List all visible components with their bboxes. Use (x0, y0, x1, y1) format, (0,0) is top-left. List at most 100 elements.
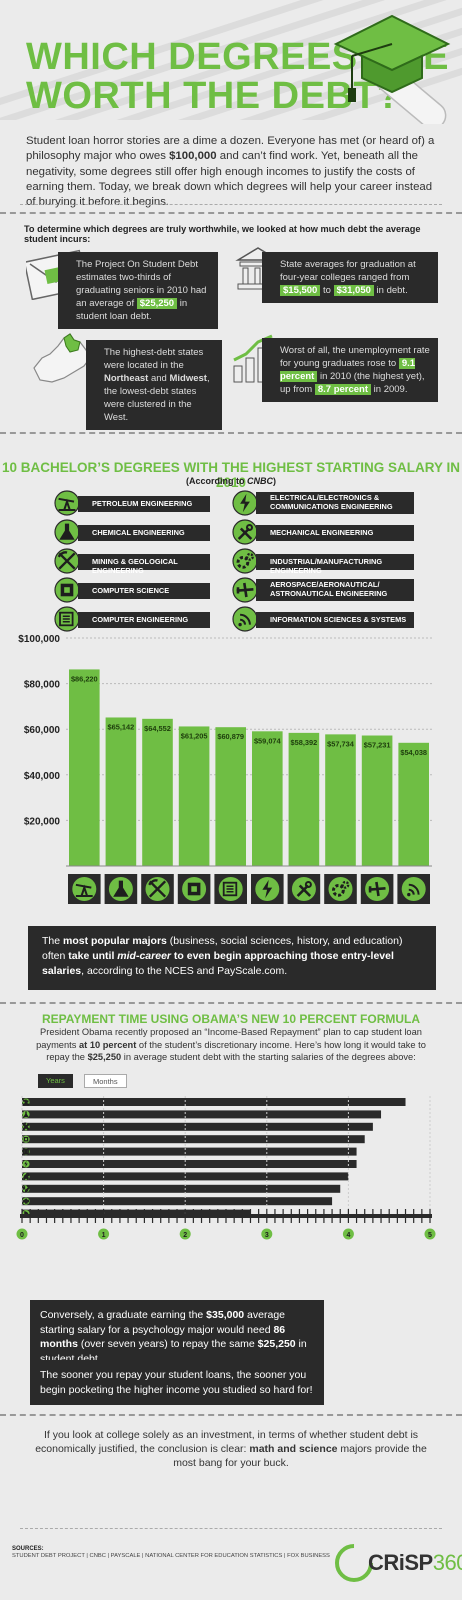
lightning-icon (240, 493, 250, 513)
oil-pump-icon (58, 497, 76, 511)
fact-highlight: $31,050 (333, 285, 374, 296)
circuit-board-icon (222, 881, 238, 897)
crisp360-logo (335, 1544, 373, 1582)
conclusion-text: If you look at college solely as an inve… (35, 1429, 419, 1455)
fact-text: in debt. (376, 285, 408, 296)
fact-text: to (322, 285, 331, 296)
salary-value-label: $65,142 (108, 722, 135, 731)
circuit-board-icon-badge (54, 606, 80, 632)
divider (20, 204, 442, 205)
note-text: The (42, 935, 64, 947)
salary-value-label: $59,074 (254, 736, 282, 745)
salary-value-label: $64,552 (144, 724, 171, 733)
wrench-icon (296, 881, 312, 897)
brand-name: CRiSP (368, 1550, 433, 1575)
intro-highlight: $100,000 (169, 150, 217, 163)
axis-tick-badge (179, 1228, 191, 1240)
fact-text: in student loan debt. (76, 298, 188, 322)
y-tick-label: $40,000 (24, 771, 61, 782)
tab-months[interactable]: Months (84, 1074, 127, 1088)
sources-list: STUDENT DEBT PROJECT | CNBC | PAYSCALE |… (12, 1553, 330, 1559)
fact-text: , the lowest-debt states were clustered … (104, 373, 210, 423)
note-text: (business, social sciences, history, and… (42, 935, 403, 962)
salary-bar (105, 717, 137, 866)
pickaxe-icon (148, 879, 167, 898)
desc-bold: at 10 percent (78, 1039, 137, 1050)
degree-item: MINING & GEOLOGICAL ENGINEERING (54, 548, 244, 582)
circuit-board-icon (59, 611, 74, 627)
note-bold: 86 months (40, 1323, 286, 1351)
note-text: Conversely, a graduate earning the (40, 1309, 207, 1321)
chip-icon-badge (54, 577, 80, 603)
wifi-icon (238, 613, 251, 627)
axis-tick-label: 0 (20, 1232, 24, 1239)
degree-label: AEROSPACE/AERONAUTICAL/ ASTRONAUTICAL EN… (256, 579, 414, 601)
note-bold: most popular majors (63, 935, 167, 947)
degree-item: INDUSTRIAL/MANUFACTURING ENGINEERING (232, 548, 422, 582)
salary-bar (398, 742, 429, 866)
airplane-icon-badge (232, 577, 258, 603)
y-tick-label: $80,000 (24, 680, 61, 691)
divider (0, 1414, 462, 1418)
salary-bar-chart: $100,000 $80,000 $60,000 $40,000 $20,000 $86,… (18, 634, 432, 904)
us-map-northeast-icon (33, 333, 91, 383)
salary-bar (288, 732, 320, 866)
axis-tick-label: 4 (346, 1232, 350, 1239)
axis-tick-badge (424, 1228, 436, 1240)
pickaxe-icon (22, 1122, 30, 1131)
fact-text: in 2010 (the highest yet), up from (280, 371, 425, 395)
fact-highlight: 8.7 percent (314, 384, 372, 395)
degree-label: PETROLEUM ENGINEERING (78, 496, 210, 512)
wifi-icon (407, 883, 420, 897)
chip-icon (23, 1136, 29, 1142)
oil-pump-icon (22, 1098, 29, 1106)
axis-tick-label: 2 (183, 1232, 187, 1239)
divider (0, 1002, 462, 1006)
degree-label: COMPUTER SCIENCE (78, 583, 210, 599)
note-bold-italic: mid-career (117, 950, 171, 962)
degree-item: PETROLEUM ENGINEERING (54, 490, 244, 524)
airplane-icon (236, 582, 254, 598)
sources-label: SOURCES: (12, 1546, 44, 1552)
note-bold: take until (68, 950, 118, 962)
fact-box: Worst of all, the unemployment rate for … (262, 338, 438, 402)
repayment-description: President Obama recently proposed an “In… (36, 1026, 426, 1064)
flask-icon (59, 523, 75, 540)
axis-tick-label: 3 (265, 1232, 269, 1239)
degree-item: ELECTRICAL/ELECTRONICS & COMMUNICATIONS … (232, 490, 422, 524)
repayment-bar (22, 1147, 357, 1156)
chip-icon (187, 882, 201, 896)
wifi-icon-badge (232, 606, 258, 632)
gears-icon (22, 1185, 30, 1193)
fact-state-averages: State averages for graduation at four-ye… (262, 252, 438, 303)
repayment-bar (22, 1184, 341, 1193)
desc-bold: $25,250 (87, 1052, 122, 1062)
repayment-title: REPAYMENT TIME USING OBAMA’S NEW 10 PERC… (41, 1012, 421, 1026)
repayment-bar (22, 1098, 406, 1106)
note-text: average starting salary for a psychology… (40, 1309, 286, 1336)
graduation-cap-icon (333, 14, 451, 124)
flask-icon (113, 880, 129, 897)
lightning-icon (262, 879, 273, 899)
degree-label: MINING & GEOLOGICAL ENGINEERING (78, 554, 210, 574)
salary-bar (69, 669, 100, 866)
fact-text: and (150, 373, 167, 384)
tab-years[interactable]: Years (38, 1074, 73, 1088)
repayment-bar-chart: 0 1 2 3 4 5 (16, 1096, 436, 1240)
degree-item: MECHANICAL ENGINEERING (232, 519, 422, 553)
axis-tick-badge (16, 1228, 28, 1240)
brand-wordmark: CRiSP360 (368, 1550, 462, 1576)
degrees-title: 10 BACHELOR’S DEGREES WITH THE HIGHEST S… (1, 460, 461, 490)
repayment-bar (22, 1122, 373, 1131)
salary-value-label: $57,734 (327, 739, 355, 748)
desc-text: President Obama recently proposed an “In… (36, 1027, 422, 1050)
note-text: (over seven years) to repay the same (77, 1338, 258, 1350)
flask-icon-badge (54, 519, 80, 545)
fact-box: The Project On Student Debt estimates tw… (58, 252, 218, 329)
degree-item: COMPUTER ENGINEERING (54, 606, 244, 640)
oil-pump-icon-badge (54, 490, 80, 516)
wrench-icon (237, 524, 253, 540)
airplane-icon (368, 881, 386, 897)
salary-value-label: $86,220 (71, 674, 98, 683)
fact-text: in 2009. (373, 384, 408, 395)
